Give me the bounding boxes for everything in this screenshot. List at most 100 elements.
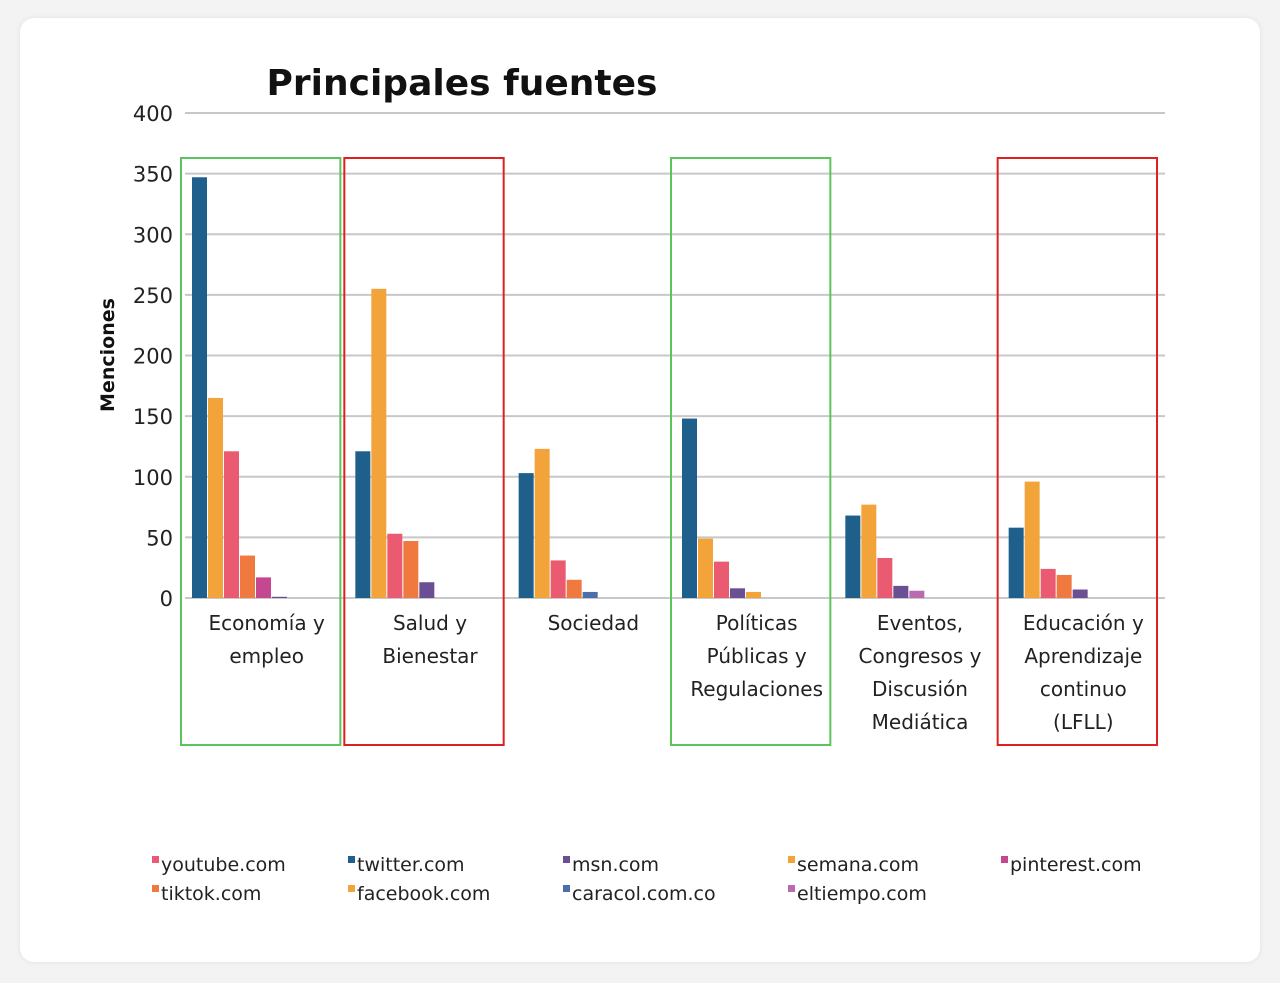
legend-label: semana.com (797, 854, 919, 876)
bar-semana-com (746, 591, 761, 598)
bar-twitter-com (845, 515, 861, 598)
bar-pinterest-com (256, 577, 271, 598)
bar-facebook-com (534, 448, 550, 598)
highlight-boxes (180, 157, 1159, 746)
bar-msn-com (893, 585, 909, 598)
category-label: Educación y Aprendizaje continuo (LFLL) (1023, 611, 1144, 734)
bar-tiktok-com (566, 579, 582, 598)
y-tick-label: 150 (133, 405, 173, 429)
legend: youtube.com twitter.com msn.com semana.com p… (152, 854, 1142, 905)
legend-swatch (348, 856, 355, 863)
category-label-line: Economía y (209, 611, 325, 635)
category-label-line: (LFLL) (1053, 710, 1114, 734)
chart-title: Principales fuentes (267, 63, 658, 104)
bar-twitter-com (1008, 527, 1024, 598)
category-label-line: Eventos, (877, 611, 963, 635)
highlight-box (180, 157, 342, 746)
y-tick-label: 0 (160, 587, 173, 611)
legend-item: pinterest.com (1001, 854, 1142, 876)
legend-swatch (348, 885, 355, 892)
highlight-box (670, 157, 832, 746)
gridlines (185, 112, 1165, 599)
legend-swatch (152, 885, 159, 892)
category-label-line: Políticas (716, 611, 798, 635)
y-tick-label: 300 (133, 223, 173, 247)
legend-swatch (1001, 856, 1008, 863)
y-axis-ticks: 0 50 100 150 200 250 300 350 400 (133, 102, 173, 611)
bar-youtube-com (387, 533, 403, 598)
bar-youtube-com (1040, 568, 1056, 598)
category-label-line: Educación y (1023, 611, 1144, 635)
category-label-line: Bienestar (382, 644, 478, 668)
legend-item: msn.com (563, 854, 659, 876)
legend-item: facebook.com (348, 883, 490, 905)
legend-swatch (788, 885, 795, 892)
bar-eltiempo-com (909, 590, 925, 598)
bars (192, 177, 1088, 598)
bar-youtube-com (550, 560, 566, 598)
legend-label: msn.com (572, 854, 659, 876)
y-tick-label: 350 (133, 163, 173, 187)
bar-twitter-com (682, 418, 697, 598)
bar-youtube-com (224, 451, 239, 598)
bar-twitter-com (192, 177, 207, 598)
legend-item: tiktok.com (152, 883, 261, 905)
legend-item: caracol.com.co (563, 883, 716, 905)
bar-tiktok-com (1056, 574, 1072, 598)
y-tick-label: 400 (133, 102, 173, 126)
bar-msn-com (1072, 589, 1088, 598)
y-tick-label: 100 (133, 466, 173, 490)
highlight-box (996, 157, 1159, 746)
category-labels: Economía y empleo Salud y Bienestar Sociedad… (209, 611, 1144, 734)
y-tick-label: 200 (133, 345, 173, 369)
category-label: Economía y empleo (209, 611, 325, 668)
bar-tiktok-com (240, 555, 255, 598)
y-tick-label: 250 (133, 284, 173, 308)
category-label-line: Aprendizaje (1024, 644, 1142, 668)
category-label: Salud y Bienestar (382, 611, 478, 668)
bar-facebook-com (1024, 481, 1040, 598)
bar-facebook-com (371, 288, 387, 598)
highlight-box (343, 157, 505, 746)
category-label: Sociedad (548, 611, 639, 635)
y-axis-label: Menciones (97, 298, 119, 412)
bar-caracol-com-co (582, 591, 598, 598)
bar-twitter-com (518, 473, 534, 598)
category-label-line: Sociedad (548, 611, 639, 635)
bar-youtube-com (714, 561, 729, 598)
legend-label: tiktok.com (161, 883, 261, 905)
legend-label: caracol.com.co (572, 883, 716, 905)
legend-label: twitter.com (357, 854, 465, 876)
bar-facebook-com (208, 397, 223, 598)
category-label-line: Mediática (872, 710, 969, 734)
legend-item: youtube.com (152, 854, 286, 876)
category-label-line: Congresos y (859, 644, 982, 668)
legend-swatch (563, 856, 570, 863)
category-label-line: Discusión (872, 677, 968, 701)
category-label-line: Públicas y (707, 644, 807, 668)
legend-label: pinterest.com (1010, 854, 1142, 876)
legend-item: twitter.com (348, 854, 465, 876)
legend-label: youtube.com (161, 854, 286, 876)
legend-label: eltiempo.com (797, 883, 927, 905)
bar-msn-com (272, 596, 287, 598)
legend-label: facebook.com (357, 883, 490, 905)
bar-facebook-com (698, 538, 713, 598)
bar-facebook-com (861, 504, 877, 598)
category-label: Eventos, Congresos y Discusión Mediática (859, 611, 982, 734)
legend-item: semana.com (788, 854, 919, 876)
bar-msn-com (419, 582, 435, 598)
category-label-line: Salud y (393, 611, 467, 635)
legend-swatch (788, 856, 795, 863)
legend-swatch (152, 856, 159, 863)
category-label-line: Regulaciones (690, 677, 823, 701)
legend-swatch (563, 885, 570, 892)
y-tick-label: 50 (146, 526, 173, 550)
category-label: Políticas Públicas y Regulaciones (690, 611, 823, 701)
bar-tiktok-com (403, 541, 419, 598)
bar-msn-com (730, 588, 745, 598)
category-label-line: continuo (1040, 677, 1127, 701)
bar-twitter-com (355, 451, 371, 598)
category-label-line: empleo (229, 644, 304, 668)
